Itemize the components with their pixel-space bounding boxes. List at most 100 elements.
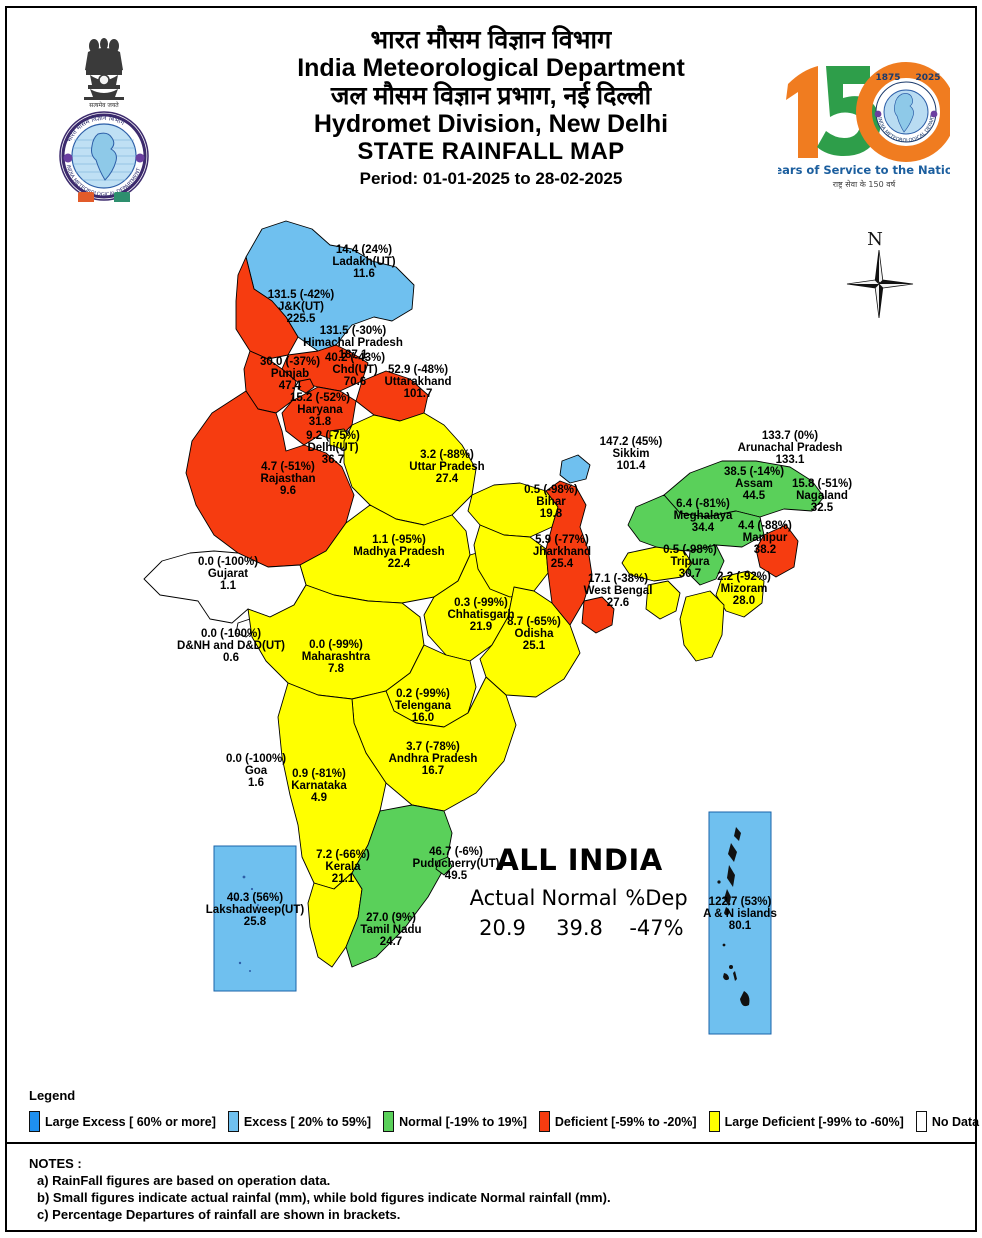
legend: Legend Large Excess [ 60% or more] Exces… <box>7 1086 979 1144</box>
label-telengana: 0.2 (-99%) Telengana 16.0 <box>395 688 452 724</box>
svg-text:14.4 (24%): 14.4 (24%) <box>336 244 392 256</box>
svg-text:3.2 (-88%): 3.2 (-88%) <box>420 449 474 461</box>
svg-text:49.5: 49.5 <box>445 870 468 882</box>
svg-text:7.2 (-66%): 7.2 (-66%) <box>316 849 370 861</box>
region-west-bengal-delta[interactable] <box>581 596 615 634</box>
label-bihar: 0.5 (-98%) Bihar 19.8 <box>524 484 578 520</box>
label-arunachal-pradesh: 133.7 (0%) Arunachal Pradesh 133.1 <box>738 430 843 466</box>
svg-text:101.7: 101.7 <box>404 388 433 400</box>
label-rajasthan: 4.7 (-51%) Rajasthan 9.6 <box>261 461 316 497</box>
header-actual: Actual <box>469 886 536 910</box>
region-assam-south[interactable] <box>687 544 725 586</box>
region-chandigarh[interactable] <box>297 378 315 394</box>
legend-item-normal[interactable]: Normal [-19% to 19%] <box>383 1111 527 1132</box>
region-gujarat[interactable] <box>143 550 307 624</box>
logo150-tagline: Years of Service to the Nation <box>778 163 950 177</box>
svg-text:4.4 (-88%): 4.4 (-88%) <box>738 520 792 532</box>
title-hindi-department: भारत मौसम विज्ञान विभाग <box>370 26 612 54</box>
label-nagaland: 15.8 (-51%) Nagaland 32.5 <box>792 478 852 514</box>
region-mizoram[interactable] <box>679 590 725 662</box>
svg-text:25.4: 25.4 <box>551 558 574 570</box>
legend-item-excess[interactable]: Excess [ 20% to 59%] <box>227 1111 371 1132</box>
svg-text:1.1: 1.1 <box>220 580 237 592</box>
svg-text:46.7 (-6%): 46.7 (-6%) <box>429 846 483 858</box>
svg-text:Manipur: Manipur <box>743 532 788 544</box>
legend-item-no-data[interactable]: No Data <box>915 1111 979 1132</box>
page-title: STATE RAINFALL MAP <box>357 138 625 165</box>
label-karnataka: 0.9 (-81%) Karnataka 4.9 <box>291 768 347 804</box>
region-sikkim[interactable] <box>559 454 591 484</box>
label-meghalaya: 6.4 (-81%) Meghalaya 34.4 <box>674 498 733 534</box>
svg-text:147.2 (45%): 147.2 (45%) <box>600 436 663 448</box>
svg-text:0.0 (-100%): 0.0 (-100%) <box>201 628 261 640</box>
svg-text:Assam: Assam <box>735 478 773 490</box>
region-uttar-pradesh[interactable] <box>343 412 477 526</box>
svg-text:5.9 (-77%): 5.9 (-77%) <box>535 534 589 546</box>
page-header: सत्यमेव जयते भा <box>0 0 982 210</box>
svg-text:6.4 (-81%): 6.4 (-81%) <box>676 498 730 510</box>
svg-text:Uttar Pradesh: Uttar Pradesh <box>409 461 484 473</box>
svg-text:Goa: Goa <box>245 765 268 777</box>
label-kerala: 7.2 (-66%) Kerala 21.1 <box>316 849 370 885</box>
label-madhya-pradesh: 1.1 (-95%) Madhya Pradesh 22.4 <box>353 534 444 570</box>
notes-section: NOTES : a) RainFall figures are based on… <box>7 1152 975 1226</box>
svg-text:31.8: 31.8 <box>309 416 332 428</box>
svg-text:133.1: 133.1 <box>776 454 805 466</box>
svg-text:225.5: 225.5 <box>287 313 316 325</box>
svg-text:4.7 (-51%): 4.7 (-51%) <box>261 461 315 473</box>
svg-text:Tripura: Tripura <box>671 556 711 568</box>
svg-text:Kerala: Kerala <box>325 861 361 873</box>
legend-item-large-excess[interactable]: Large Excess [ 60% or more] <box>29 1111 216 1132</box>
value-dep: -47% <box>629 916 684 940</box>
svg-text:D&NH and D&D(UT): D&NH and D&D(UT) <box>177 640 285 652</box>
label-jharkhand: 5.9 (-77%) Jharkhand 25.4 <box>533 534 591 570</box>
legend-swatch-normal <box>383 1111 395 1132</box>
region-meghalaya[interactable] <box>621 546 693 582</box>
svg-text:30.0 (-37%): 30.0 (-37%) <box>260 356 320 368</box>
note-a: a) RainFall figures are based on operati… <box>37 1173 331 1188</box>
label-andaman-name: A & N islands <box>703 908 777 920</box>
legend-item-deficient[interactable]: Deficient [-59% to -20%] <box>538 1111 697 1132</box>
region-punjab[interactable] <box>243 350 297 414</box>
all-india-summary: ALL INDIA Actual Normal %Dep 20.9 39.8 -… <box>462 843 697 940</box>
svg-text:Telengana: Telengana <box>395 700 452 712</box>
label-haryana: 15.2 (-52%) Haryana 31.8 <box>290 392 350 428</box>
compass-north-label: N <box>867 229 883 250</box>
region-tripura[interactable] <box>645 580 681 620</box>
svg-text:Madhya Pradesh: Madhya Pradesh <box>353 546 444 558</box>
svg-text:9.2 (-75%): 9.2 (-75%) <box>306 430 360 442</box>
region-nagaland[interactable] <box>755 524 799 578</box>
lakshadweep-box[interactable]: 40.3 (56%) Lakshadweep(UT) 25.8 <box>206 845 305 992</box>
label-andaman-pct: 122.7 (53%) <box>709 896 772 908</box>
region-manipur[interactable] <box>715 570 765 618</box>
svg-text:133.7 (0%): 133.7 (0%) <box>762 430 818 442</box>
label-uttarakhand: 52.9 (-48%) Uttarakhand 101.7 <box>384 364 451 400</box>
svg-text:Nagaland: Nagaland <box>796 490 848 502</box>
svg-text:22.4: 22.4 <box>388 558 411 570</box>
page-border <box>5 6 977 1232</box>
svg-text:Arunachal Pradesh: Arunachal Pradesh <box>738 442 843 454</box>
imd-emblem-logo: सत्यमेव जयते भा <box>38 22 170 204</box>
region-jk[interactable] <box>235 256 299 360</box>
svg-text:131.5 (-30%): 131.5 (-30%) <box>320 325 387 337</box>
note-c: c) Percentage Departures of rainfall are… <box>37 1207 401 1222</box>
region-assam[interactable] <box>627 494 765 552</box>
region-tamil-nadu[interactable] <box>345 804 453 968</box>
svg-text:Mizoram: Mizoram <box>721 583 768 595</box>
svg-text:47.4: 47.4 <box>279 380 302 392</box>
label-manipur: 4.4 (-88%) Manipur 38.2 <box>738 520 792 556</box>
svg-text:Delhi(UT): Delhi(UT) <box>307 442 358 454</box>
label-lakshadweep-pct: 40.3 (56%) <box>227 892 283 904</box>
svg-text:2.2 (-92%): 2.2 (-92%) <box>717 571 771 583</box>
legend-item-large-deficient[interactable]: Large Deficient [-99% to -60%] <box>708 1111 904 1132</box>
svg-text:Rajasthan: Rajasthan <box>261 473 316 485</box>
logo-motto: सत्यमेव जयते <box>89 101 119 109</box>
svg-text:Bihar: Bihar <box>536 496 566 508</box>
andaman-nicobar-box[interactable]: 122.7 (53%) A & N islands 80.1 <box>703 811 777 1035</box>
label-tripura: 0.5 (-98%) Tripura 30.7 <box>663 544 717 580</box>
label-odisha: 8.7 (-65%) Odisha 25.1 <box>507 616 561 652</box>
svg-text:28.0: 28.0 <box>733 595 755 607</box>
region-puducherry[interactable] <box>435 856 453 876</box>
label-himachal-pradesh: 131.5 (-30%) Himachal Pradesh 187.1 <box>303 325 403 361</box>
